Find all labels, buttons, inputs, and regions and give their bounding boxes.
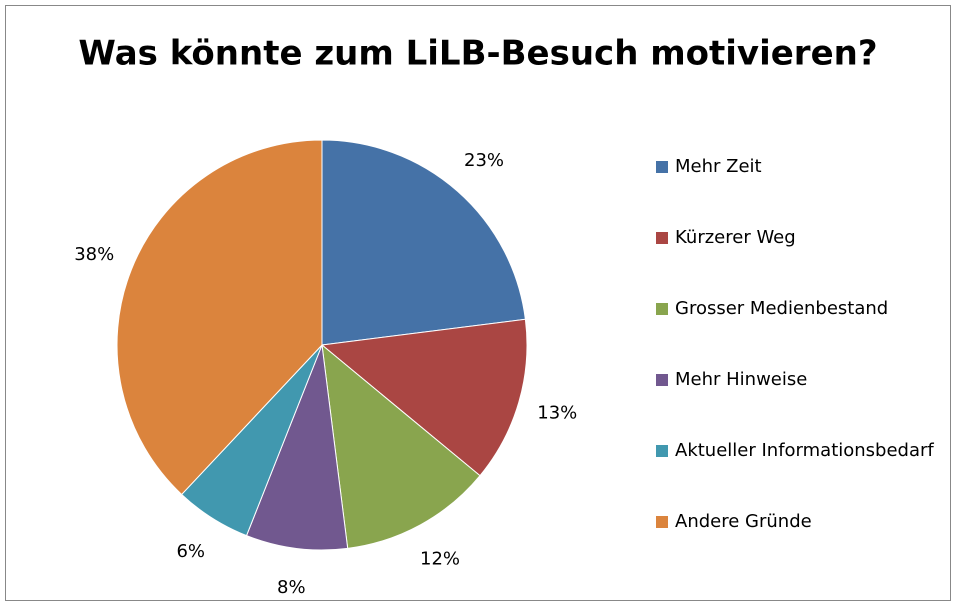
- legend-label: Mehr Zeit: [675, 156, 762, 177]
- legend-label: Mehr Hinweise: [675, 369, 807, 390]
- legend-swatch: [656, 161, 668, 173]
- pie-slice: [321, 139, 526, 346]
- data-label: 13%: [537, 402, 577, 423]
- pie-slice: [320, 318, 528, 477]
- legend-label: Grosser Medienbestand: [675, 298, 888, 319]
- legend-swatch: [656, 445, 668, 457]
- legend-swatch: [656, 232, 668, 244]
- data-label: 12%: [420, 549, 460, 570]
- legend-swatch: [656, 516, 668, 528]
- pie-slice: [116, 139, 323, 496]
- pie-slice: [321, 343, 481, 549]
- legend-label: Kürzerer Weg: [675, 227, 796, 248]
- legend-swatch: [656, 374, 668, 386]
- pie-slice: [245, 344, 349, 551]
- legend-label: Andere Gründe: [675, 511, 812, 532]
- chart-title: Was könnte zum LiLB-Besuch motivieren?: [78, 34, 877, 74]
- data-label: 8%: [277, 577, 306, 598]
- legend-label: Aktueller Informationsbedarf: [675, 440, 934, 461]
- data-label: 38%: [74, 244, 114, 265]
- data-label: 23%: [464, 150, 504, 171]
- legend-swatch: [656, 303, 668, 315]
- data-label: 6%: [176, 541, 205, 562]
